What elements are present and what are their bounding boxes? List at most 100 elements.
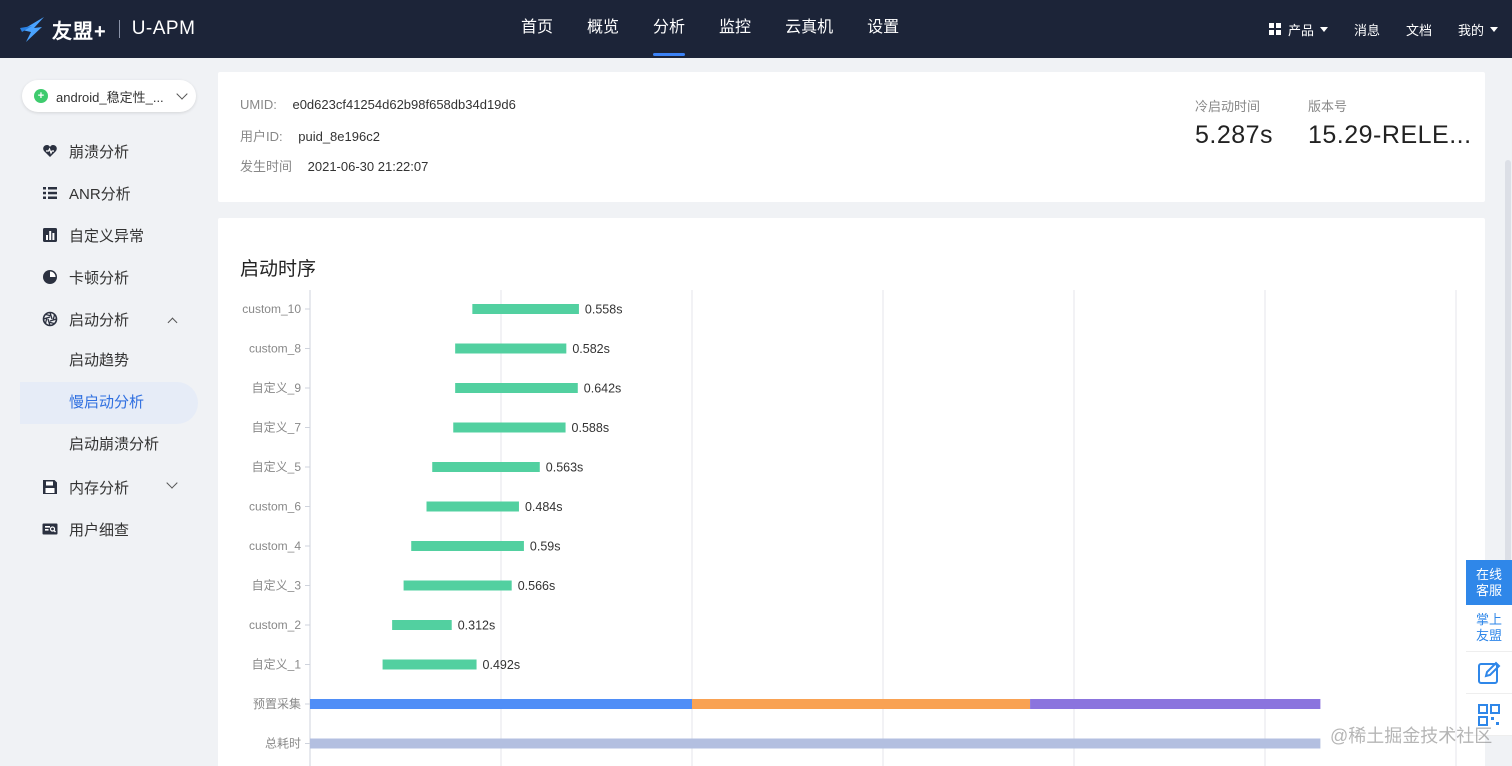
user-id-value[interactable]: puid_8e196c2 [298,129,380,144]
sidebar-item-lag[interactable]: 卡顿分析 [20,256,198,298]
y-tick-label: 自定义_1 [252,657,302,672]
online-support-label-1: 在线 [1475,567,1502,582]
chevron-down-icon [166,477,178,489]
floating-service-panel: 在线 客服 掌上 友盟 [1466,560,1512,736]
preset-segment-bar [310,699,692,709]
brand-name: 友盟+ [52,20,107,43]
sidebar-item-user-detail[interactable]: 用户细查 [20,508,198,550]
sidebar-item-label: 卡顿分析 [69,269,130,287]
messages-link[interactable]: 消息 [1353,22,1380,38]
logo[interactable]: 友盟+ U-APM [18,12,195,46]
y-tick-label: custom_8 [249,342,301,356]
mobile-app-label-2: 友盟 [1475,628,1502,643]
version-stat: 版本号 15.29-RELE... [1308,96,1472,150]
divider [118,20,120,38]
feedback-button[interactable] [1466,652,1512,694]
mobile-app-button[interactable]: 掌上 友盟 [1466,605,1512,652]
task-duration-label: 0.59s [530,540,561,554]
aperture-icon [42,311,58,327]
task-bar [472,304,579,314]
time-value: 2021-06-30 21:22:07 [307,159,429,174]
sidebar-item-memory[interactable]: 内存分析 [20,466,198,508]
submenu-launch-crash[interactable]: 启动崩溃分析 [69,436,160,453]
task-duration-label: 0.642s [584,382,622,396]
y-tick-label: 自定义_9 [252,380,302,395]
page-scrollbar-thumb[interactable] [1505,160,1511,720]
account-menu[interactable]: 我的 [1458,20,1498,39]
task-bar [411,541,524,551]
y-tick-label: 预置采集 [253,696,301,711]
task-duration-label: 0.484s [525,500,563,514]
app-selector-label: android_稳定性_... [56,89,164,105]
app-selector[interactable]: + android_稳定性_... [22,80,196,112]
sidebar-item-custom-exception[interactable]: 自定义异常 [20,214,198,256]
caret-down-icon [1319,26,1328,32]
sidebar-item-anr[interactable]: ANR分析 [20,172,198,214]
sidebar-item-launch[interactable]: 启动分析 [20,298,198,340]
task-bar [455,383,578,393]
nav-monitor[interactable]: 监控 [719,19,752,36]
task-bar [403,580,512,591]
version-label: 版本号 [1308,99,1348,114]
products-label: 产品 [1287,22,1314,38]
preset-segment-bar [1030,699,1321,709]
task-bar [432,462,540,472]
preset-segment-bar [692,699,1031,709]
product-name: U-APM [131,18,196,39]
sidebar: + android_稳定性_... 崩溃分析 ANR分析 自定义异常 [0,58,205,766]
floppy-icon [42,479,58,495]
sidebar-item-label: 自定义异常 [69,227,145,245]
clock-pie-icon [42,269,58,285]
caret-down-icon [1490,26,1498,32]
launch-timeline-card: 启动时序 custom_10 custom_8 自定义_9 自定义_7 自定义_5 cus… [218,218,1485,766]
qr-code-icon [1478,703,1500,726]
task-bar [453,422,566,433]
time-label: 发生时间 [240,159,293,174]
y-tick-label: 自定义_7 [252,420,302,435]
umid-label: UMID: [240,97,277,112]
sidebar-item-label: 启动分析 [69,311,130,329]
chevron-down-icon [176,88,188,100]
cold-start-stat: 冷启动时间 5.287s [1195,96,1273,150]
nav-analysis[interactable]: 分析 [636,0,702,58]
nav-cloud-device[interactable]: 云真机 [785,19,834,36]
task-duration-label: 0.492s [483,658,521,672]
nav-settings[interactable]: 设置 [867,19,900,36]
heart-shield-icon [42,143,58,159]
products-menu[interactable]: 产品 [1268,20,1328,39]
task-duration-label: 0.558s [585,303,623,317]
docs-link[interactable]: 文档 [1405,22,1432,38]
umeng-logo-icon [20,17,44,42]
umid-value: e0d623cf41254d62b98f658db34d19d6 [292,97,516,112]
time-row: 发生时间 2021-06-30 21:22:07 [240,156,428,175]
qr-code-button[interactable] [1466,694,1512,736]
mobile-app-label-1: 掌上 [1475,612,1502,627]
android-icon: + [34,89,48,103]
task-bar [382,659,477,670]
nav-home[interactable]: 首页 [521,19,554,36]
id-card-icon [42,521,58,537]
y-tick-label: custom_2 [249,618,301,632]
user-id-label: 用户ID: [240,129,283,144]
version-value: 15.29-RELE... [1308,121,1472,149]
sidebar-menu: 崩溃分析 ANR分析 自定义异常 卡顿分析 启动分析 启 [20,130,198,550]
sidebar-item-crash[interactable]: 崩溃分析 [20,130,198,172]
task-bar [392,620,452,630]
online-support-button[interactable]: 在线 客服 [1466,560,1512,605]
submenu-launch-trend[interactable]: 启动趋势 [69,352,130,369]
total-duration-bar [310,738,1321,749]
submenu-slow-launch[interactable]: 慢启动分析 [20,382,198,424]
y-tick-label: 总耗时 [265,737,301,751]
watermark: @稀土掘金技术社区 [1330,726,1493,746]
nav-overview[interactable]: 概览 [587,19,620,36]
chevron-up-icon [167,317,178,328]
task-duration-label: 0.312s [458,619,496,633]
task-duration-label: 0.563s [546,461,584,475]
sidebar-item-label: 内存分析 [69,479,130,497]
edit-icon [1478,661,1501,684]
cold-start-label: 冷启动时间 [1195,99,1261,114]
account-label: 我的 [1457,22,1484,38]
user-id-row: 用户ID: puid_8e196c2 [240,126,380,145]
y-tick-label: 自定义_5 [252,459,302,474]
task-bar [455,343,567,354]
